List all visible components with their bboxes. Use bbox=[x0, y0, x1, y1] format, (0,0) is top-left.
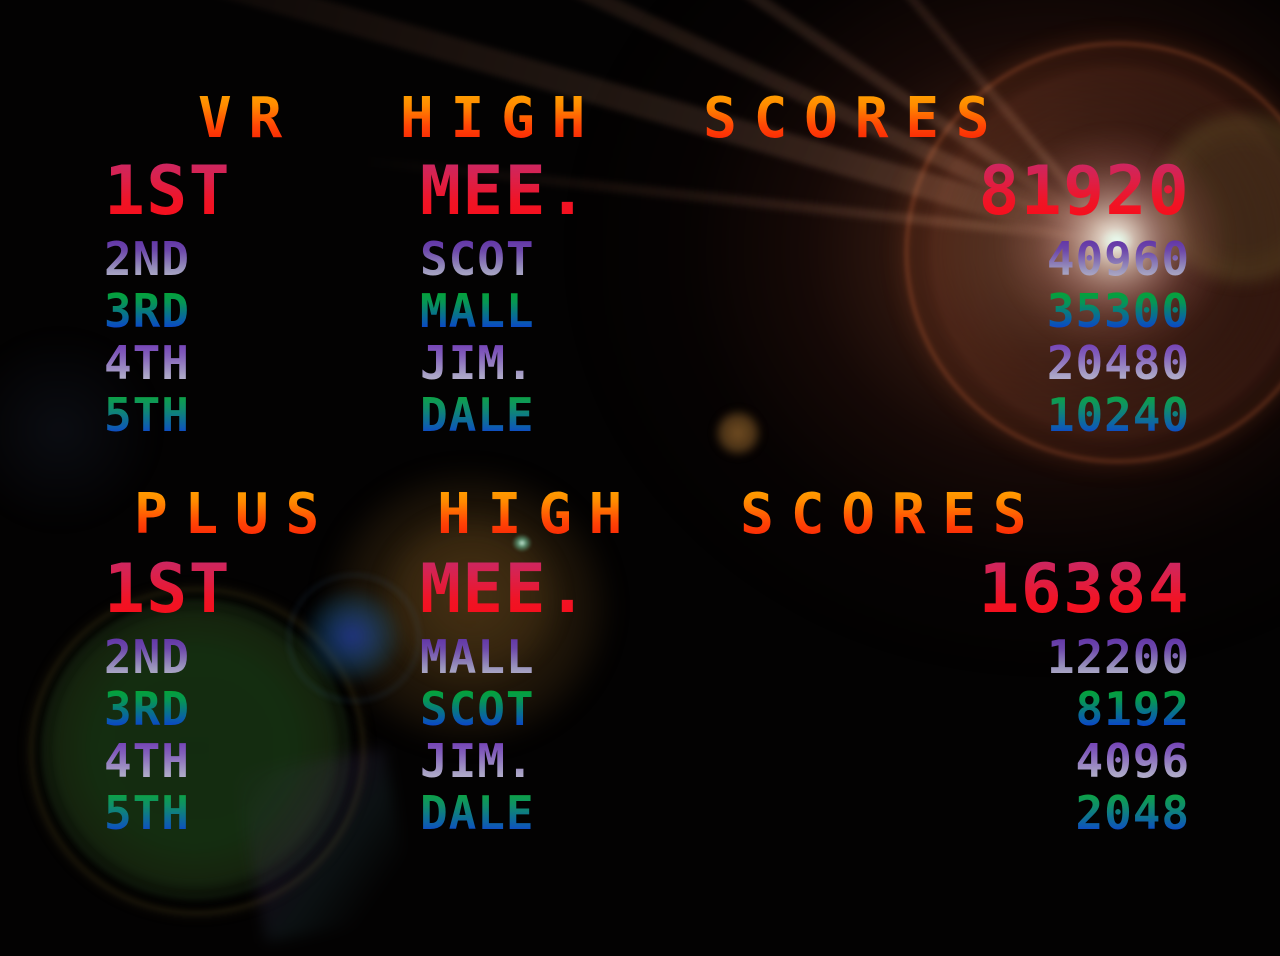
score-value: 8192 bbox=[860, 682, 1190, 736]
score-value: 81920 bbox=[860, 152, 1190, 231]
player-name: DALE bbox=[420, 786, 535, 840]
score-row: 3RD MALL 35300 bbox=[0, 284, 1280, 338]
score-value: 16384 bbox=[860, 550, 1190, 629]
score-row: 4TH JIM. 4096 bbox=[0, 734, 1280, 788]
rank-label: 2ND bbox=[104, 232, 190, 286]
score-row: 5TH DALE 10240 bbox=[0, 388, 1280, 442]
rank-label: 1ST bbox=[104, 550, 231, 629]
score-value: 10240 bbox=[860, 388, 1190, 442]
player-name: MALL bbox=[420, 630, 535, 684]
score-row: 1ST MEE. 16384 bbox=[0, 550, 1280, 630]
player-name: DALE bbox=[420, 388, 535, 442]
score-row: 2ND MALL 12200 bbox=[0, 630, 1280, 684]
score-value: 35300 bbox=[860, 284, 1190, 338]
score-value: 4096 bbox=[860, 734, 1190, 788]
player-name: MALL bbox=[420, 284, 535, 338]
rank-label: 2ND bbox=[104, 630, 190, 684]
rank-label: 1ST bbox=[104, 152, 231, 231]
player-name: SCOT bbox=[420, 232, 535, 286]
score-value: 2048 bbox=[860, 786, 1190, 840]
player-name: MEE. bbox=[420, 152, 590, 231]
player-name: JIM. bbox=[420, 734, 535, 788]
plus-high-scores-title: PLUS HIGH SCORES bbox=[134, 482, 1044, 547]
vr-high-scores-board: 1ST MEE. 81920 2ND SCOT 40960 3RD MALL 3… bbox=[0, 152, 1280, 442]
score-row: 4TH JIM. 20480 bbox=[0, 336, 1280, 390]
rank-label: 3RD bbox=[104, 284, 190, 338]
score-value: 40960 bbox=[860, 232, 1190, 286]
rank-label: 3RD bbox=[104, 682, 190, 736]
vr-high-scores-title: VR HIGH SCORES bbox=[198, 86, 1007, 151]
player-name: SCOT bbox=[420, 682, 535, 736]
score-row: 5TH DALE 2048 bbox=[0, 786, 1280, 840]
score-row: 2ND SCOT 40960 bbox=[0, 232, 1280, 286]
player-name: MEE. bbox=[420, 550, 590, 629]
rank-label: 4TH bbox=[104, 336, 190, 390]
plus-high-scores-board: 1ST MEE. 16384 2ND MALL 12200 3RD SCOT 8… bbox=[0, 550, 1280, 840]
rank-label: 5TH bbox=[104, 786, 190, 840]
score-value: 12200 bbox=[860, 630, 1190, 684]
rank-label: 4TH bbox=[104, 734, 190, 788]
score-row: 3RD SCOT 8192 bbox=[0, 682, 1280, 736]
score-value: 20480 bbox=[860, 336, 1190, 390]
score-row: 1ST MEE. 81920 bbox=[0, 152, 1280, 232]
rank-label: 5TH bbox=[104, 388, 190, 442]
player-name: JIM. bbox=[420, 336, 535, 390]
